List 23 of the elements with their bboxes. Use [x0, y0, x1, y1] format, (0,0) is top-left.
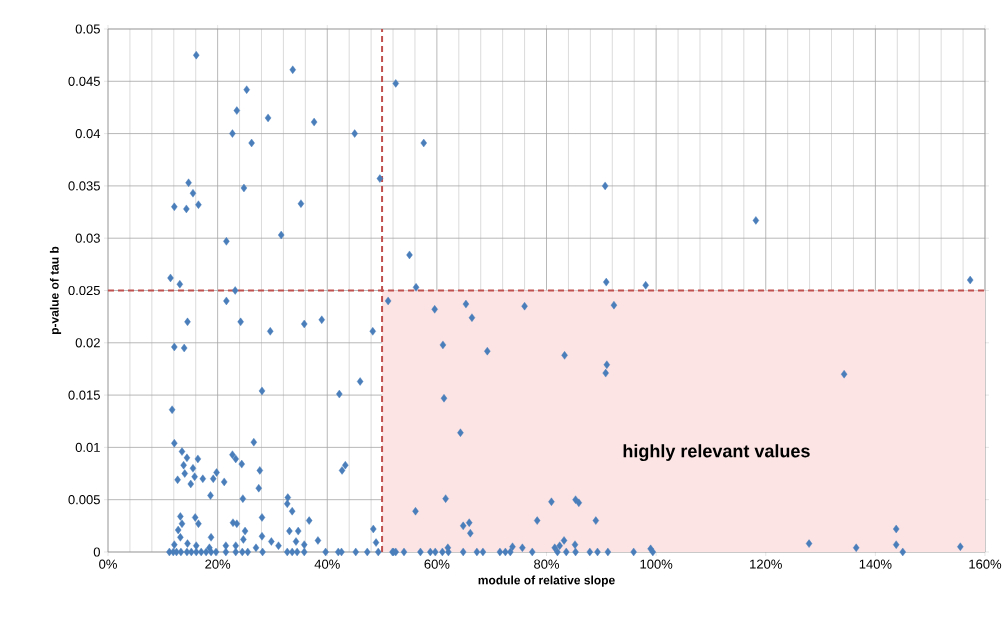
band-label: highly relevant values — [623, 444, 810, 462]
x-tick-label: 60% — [424, 559, 450, 569]
y-tick-label: 0.01 — [75, 442, 100, 452]
y-axis-title: p-value of tau b — [49, 246, 62, 335]
y-tick-label: 0 — [93, 547, 100, 557]
y-tick-label: 0.04 — [75, 128, 101, 139]
x-tick-label: 120% — [750, 559, 782, 569]
x-tick-label: 160% — [969, 559, 1002, 569]
y-tick-label: 0.025 — [68, 285, 100, 296]
y-tick-label: 0.05 — [75, 24, 100, 34]
y-tick-label: 0.045 — [68, 76, 100, 86]
y-tick-label: 0.005 — [68, 495, 100, 505]
x-tick-label: 40% — [314, 559, 340, 569]
x-axis-title: module of relative slope — [478, 575, 615, 587]
y-tick-label: 0.015 — [68, 390, 100, 400]
x-tick-label: 140% — [859, 559, 892, 569]
y-tick-label: 0.035 — [68, 181, 100, 191]
x-tick-label: 20% — [205, 559, 231, 569]
y-tick-label: 0.03 — [75, 233, 100, 243]
y-tick-label: 0.02 — [75, 338, 100, 348]
x-tick-label: 0% — [99, 559, 117, 569]
x-tick-label: 80% — [534, 559, 560, 569]
x-tick-label: 100% — [640, 559, 673, 569]
